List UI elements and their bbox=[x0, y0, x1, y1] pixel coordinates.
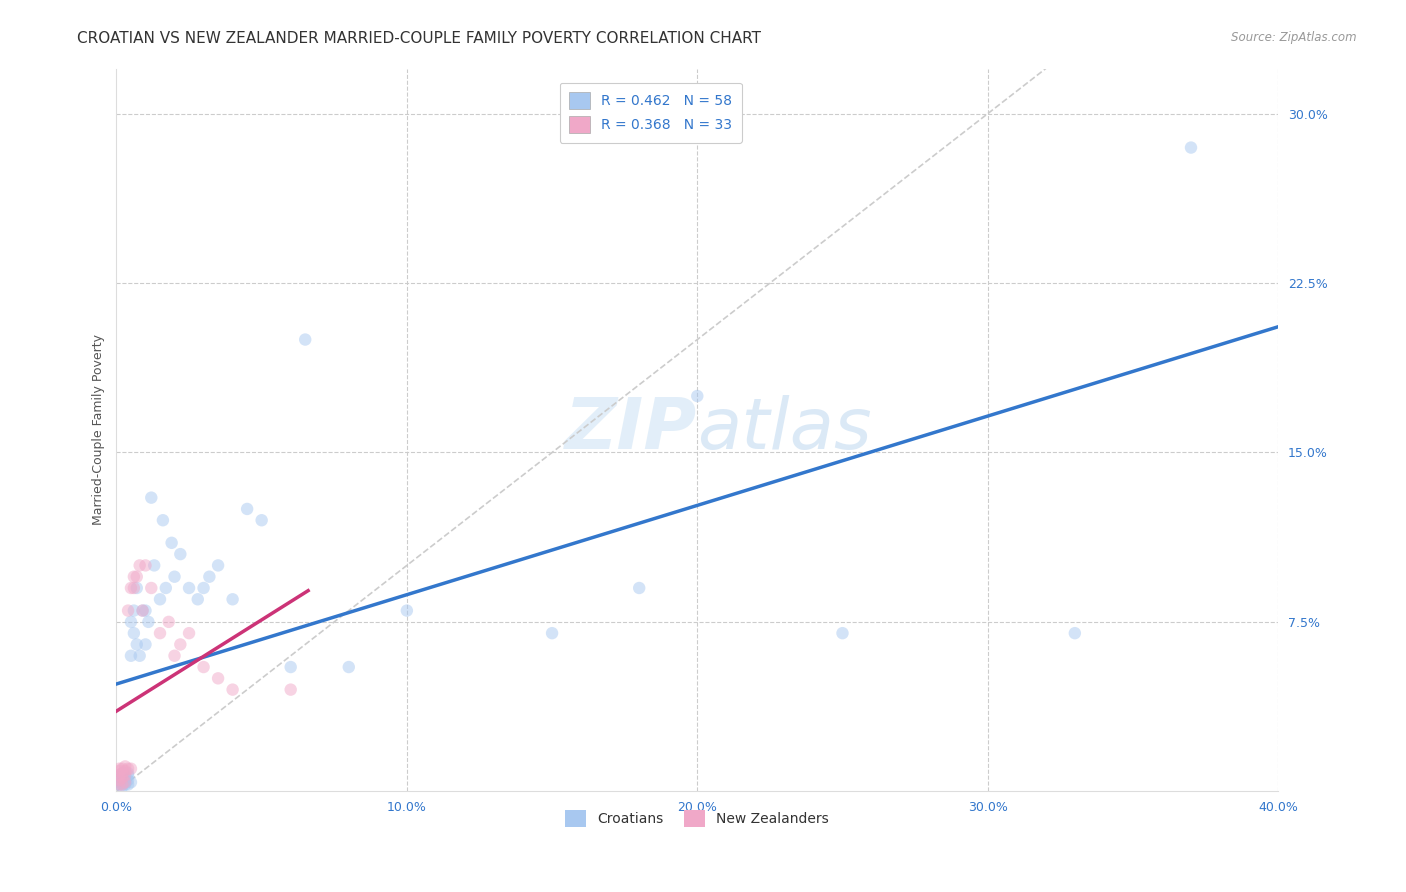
Point bbox=[120, 615, 142, 629]
Point bbox=[114, 771, 136, 785]
Point bbox=[117, 766, 139, 780]
Point bbox=[120, 648, 142, 663]
Point bbox=[108, 772, 131, 787]
Point bbox=[149, 592, 172, 607]
Point bbox=[163, 570, 186, 584]
Point bbox=[120, 762, 142, 776]
Point bbox=[134, 558, 156, 573]
Point bbox=[128, 558, 150, 573]
Point bbox=[117, 777, 139, 791]
Point bbox=[177, 626, 200, 640]
Point bbox=[193, 660, 215, 674]
Y-axis label: Married-Couple Family Poverty: Married-Couple Family Poverty bbox=[93, 334, 105, 525]
Point bbox=[221, 592, 243, 607]
Legend: Croatians, New Zealanders: Croatians, New Zealanders bbox=[557, 801, 838, 835]
Text: ZIP: ZIP bbox=[565, 395, 697, 465]
Point bbox=[117, 768, 139, 782]
Point bbox=[114, 775, 136, 789]
Point bbox=[169, 547, 191, 561]
Point bbox=[207, 671, 229, 685]
Point bbox=[221, 682, 243, 697]
Point bbox=[114, 772, 136, 787]
Point bbox=[108, 762, 131, 776]
Point bbox=[236, 502, 259, 516]
Point bbox=[141, 491, 163, 505]
Point bbox=[111, 772, 134, 787]
Point bbox=[134, 604, 156, 618]
Point bbox=[114, 775, 136, 789]
Point bbox=[131, 604, 153, 618]
Point bbox=[108, 775, 131, 789]
Point bbox=[163, 648, 186, 663]
Point bbox=[122, 626, 145, 640]
Point bbox=[187, 592, 209, 607]
Point bbox=[120, 775, 142, 789]
Point bbox=[122, 604, 145, 618]
Point bbox=[157, 615, 180, 629]
Point bbox=[155, 581, 177, 595]
Point bbox=[294, 333, 316, 347]
Point bbox=[134, 637, 156, 651]
Point bbox=[280, 660, 302, 674]
Text: Source: ZipAtlas.com: Source: ZipAtlas.com bbox=[1232, 31, 1357, 45]
Point bbox=[541, 626, 564, 640]
Point bbox=[111, 771, 134, 785]
Point bbox=[207, 558, 229, 573]
Point bbox=[125, 570, 148, 584]
Text: atlas: atlas bbox=[697, 395, 872, 465]
Point bbox=[193, 581, 215, 595]
Point bbox=[108, 764, 131, 778]
Point bbox=[111, 766, 134, 780]
Point bbox=[114, 768, 136, 782]
Point bbox=[117, 772, 139, 787]
Point bbox=[337, 660, 360, 674]
Point bbox=[1180, 140, 1202, 154]
Point bbox=[831, 626, 853, 640]
Point bbox=[128, 648, 150, 663]
Point bbox=[108, 768, 131, 782]
Point bbox=[138, 615, 160, 629]
Point bbox=[149, 626, 172, 640]
Point bbox=[122, 581, 145, 595]
Point bbox=[117, 762, 139, 776]
Point bbox=[169, 637, 191, 651]
Point bbox=[177, 581, 200, 595]
Point bbox=[160, 536, 183, 550]
Point bbox=[152, 513, 174, 527]
Point bbox=[125, 637, 148, 651]
Point bbox=[1063, 626, 1085, 640]
Point bbox=[125, 581, 148, 595]
Point bbox=[117, 604, 139, 618]
Point bbox=[120, 581, 142, 595]
Point bbox=[141, 581, 163, 595]
Point bbox=[114, 759, 136, 773]
Point bbox=[143, 558, 166, 573]
Point bbox=[686, 389, 709, 403]
Point bbox=[108, 772, 131, 787]
Point bbox=[111, 775, 134, 789]
Point bbox=[111, 780, 134, 794]
Point bbox=[131, 604, 153, 618]
Point bbox=[111, 766, 134, 780]
Point bbox=[250, 513, 273, 527]
Point bbox=[108, 777, 131, 791]
Point bbox=[108, 768, 131, 782]
Point bbox=[114, 764, 136, 778]
Point bbox=[198, 570, 221, 584]
Point bbox=[122, 570, 145, 584]
Point bbox=[114, 777, 136, 791]
Point bbox=[108, 777, 131, 791]
Point bbox=[111, 762, 134, 776]
Point bbox=[111, 771, 134, 785]
Point bbox=[111, 777, 134, 791]
Point bbox=[628, 581, 651, 595]
Text: CROATIAN VS NEW ZEALANDER MARRIED-COUPLE FAMILY POVERTY CORRELATION CHART: CROATIAN VS NEW ZEALANDER MARRIED-COUPLE… bbox=[77, 31, 761, 46]
Point bbox=[280, 682, 302, 697]
Point bbox=[111, 777, 134, 791]
Point bbox=[395, 604, 418, 618]
Point bbox=[111, 768, 134, 782]
Point bbox=[108, 771, 131, 785]
